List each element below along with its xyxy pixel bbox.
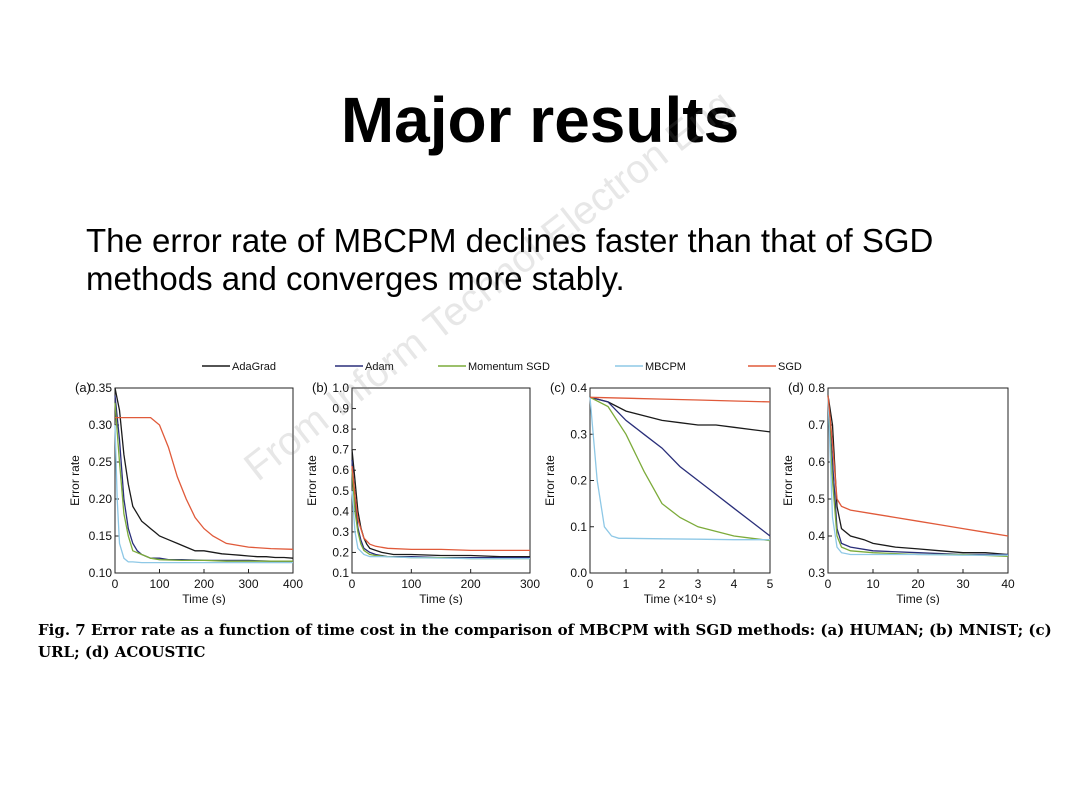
series-line-mbcpm (351, 490, 530, 560)
y-tick-label: 0.10 (89, 566, 113, 580)
y-tick-label: 0.20 (89, 492, 113, 506)
panel-label: (d) (788, 380, 804, 395)
legend-label: Momentum SGD (468, 361, 550, 373)
panel-label: (c) (550, 380, 565, 395)
y-tick-label: 0.2 (570, 474, 587, 488)
x-tick-label: 2 (659, 577, 666, 591)
x-axis-label: Time (s) (896, 592, 940, 605)
y-tick-label: 0.30 (89, 418, 113, 432)
series-line-adagrad (589, 396, 771, 433)
y-tick-label: 0.0 (570, 566, 587, 580)
y-axis-label: Error rate (543, 455, 557, 506)
y-tick-label: 0.9 (332, 402, 349, 416)
y-tick-label: 0.7 (332, 443, 349, 457)
figure-caption: Fig. 7 Error rate as a function of time … (38, 621, 1052, 661)
figure-7-charts: (a)0.100.150.200.250.300.350 100 200 300 400… (68, 361, 1015, 605)
x-tick-label: 1 (623, 577, 630, 591)
legend-label: AdaGrad (232, 361, 276, 373)
panel-label: (a) (75, 380, 91, 395)
series-line-momentum-sgd (589, 396, 771, 542)
series-line-sgd (827, 395, 1009, 537)
x-tick-label: 0 (825, 577, 832, 591)
series-line-momentum-sgd (114, 402, 293, 562)
series-line-sgd (589, 396, 771, 403)
x-tick-label: 0 (587, 577, 594, 591)
legend-label: MBCPM (645, 361, 686, 373)
x-axis-label: Time (s) (419, 592, 463, 605)
y-tick-label: 0.8 (332, 422, 349, 436)
y-tick-label: 0.3 (332, 525, 349, 539)
y-tick-label: 0.35 (89, 381, 113, 395)
x-tick-label: 400 (283, 577, 303, 591)
x-axis-label: Time (×10⁴ s) (644, 592, 716, 605)
series-line-adagrad (114, 387, 294, 559)
x-tick-label: 5 (767, 577, 774, 591)
x-tick-label: 20 (911, 577, 925, 591)
y-tick-label: 0.4 (570, 381, 587, 395)
slide-title: Major results (340, 84, 740, 156)
x-tick-label: 10 (866, 577, 880, 591)
y-tick-label: 1.0 (332, 381, 349, 395)
y-tick-label: 0.5 (332, 484, 349, 498)
plot-frame (589, 387, 771, 574)
panel-label: (b) (312, 380, 328, 395)
y-tick-label: 0.1 (332, 566, 349, 580)
x-tick-label: 200 (194, 577, 214, 591)
series-line-sgd (115, 416, 294, 550)
y-axis-label: Error rate (781, 455, 795, 506)
y-axis-label: Error rate (305, 455, 319, 506)
x-tick-label: 0 (349, 577, 356, 591)
x-tick-label: 300 (520, 577, 540, 591)
x-tick-label: 4 (731, 577, 738, 591)
x-tick-label: 0 (112, 577, 119, 591)
x-tick-label: 30 (956, 577, 970, 591)
x-tick-label: 40 (1001, 577, 1015, 591)
x-tick-label: 3 (695, 577, 702, 591)
y-axis-label: Error rate (68, 455, 82, 506)
series-line-mbcpm (827, 395, 1008, 556)
y-tick-label: 0.5 (808, 492, 825, 506)
plot-frame (827, 387, 1009, 574)
y-tick-label: 0.1 (570, 520, 587, 534)
x-tick-label: 100 (149, 577, 169, 591)
y-tick-label: 0.6 (808, 455, 825, 469)
x-axis-label: Time (s) (182, 592, 226, 605)
series-line-mbcpm (589, 397, 770, 541)
series-line-adam (589, 396, 771, 537)
y-tick-label: 0.4 (332, 504, 349, 518)
series-line-adagrad (351, 449, 530, 558)
y-tick-label: 0.7 (808, 418, 825, 432)
y-tick-label: 0.4 (808, 529, 825, 543)
x-tick-label: 100 (401, 577, 421, 591)
y-tick-label: 0.3 (808, 566, 825, 580)
series-line-mbcpm (114, 424, 293, 564)
series-line-sgd (351, 466, 530, 552)
y-tick-label: 0.2 (332, 545, 349, 559)
y-tick-label: 0.15 (89, 529, 113, 543)
legend-label: Adam (365, 361, 394, 373)
x-tick-label: 200 (461, 577, 481, 591)
series-line-adam (114, 395, 293, 562)
y-tick-label: 0.25 (89, 455, 113, 469)
y-tick-label: 0.6 (332, 463, 349, 477)
plot-frame (351, 387, 531, 574)
slide-subtitle: The error rate of MBCPM declines faster … (86, 222, 934, 297)
series-line-adagrad (827, 395, 1009, 556)
x-tick-label: 300 (238, 577, 258, 591)
legend-label: SGD (778, 361, 802, 373)
y-tick-label: 0.3 (570, 427, 587, 441)
y-tick-label: 0.8 (808, 381, 825, 395)
plot-frame (114, 387, 294, 574)
